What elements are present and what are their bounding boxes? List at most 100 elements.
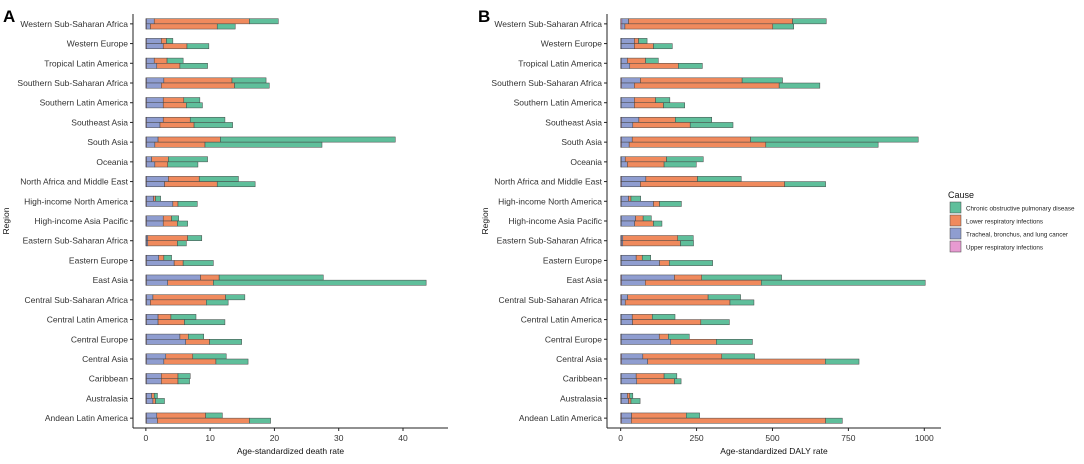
y-tick-label-australasia: Australasia <box>560 393 602 403</box>
bar-segment-lri-south-asia-2 <box>154 141 206 148</box>
y-tick-label-central-asia: Central Asia <box>556 354 602 364</box>
bar-segment-lung-caribbean-2 <box>621 378 638 385</box>
bar-segment-lri-eastern-sub-saharan-africa-2 <box>622 240 681 247</box>
bar-segment-lung-caribbean-1 <box>621 373 637 379</box>
bar-segment-lri-western-europe-2 <box>634 43 654 50</box>
bar-segment-lung-central-asia-1 <box>621 353 644 360</box>
bar-segment-lung-tropical-latin-america-1 <box>621 57 628 64</box>
bar-segment-lung-southern-sub-saharan-africa-1 <box>621 77 641 84</box>
bar-segment-lung-south-asia-1 <box>146 136 159 143</box>
bar-segment-copd-north-africa-and-middle-east-2 <box>216 181 256 188</box>
bar-segment-lri-southeast-asia-1 <box>638 116 676 123</box>
bar-segment-lung-western-europe-1 <box>621 38 635 44</box>
y-axis-title: Region <box>480 207 490 234</box>
bar-segment-lri-central-asia-2 <box>163 358 217 365</box>
x-tick-label: 500 <box>765 433 779 443</box>
x-tick-label: 0 <box>618 433 623 443</box>
bar-segment-copd-south-asia-2 <box>765 141 879 148</box>
bar-segment-copd-central-europe-1 <box>188 333 204 340</box>
legend-label-copd: Chronic obstructive pulmonary disease <box>966 206 1075 213</box>
bar-segment-lri-western-sub-saharan-africa-2 <box>624 23 774 30</box>
bar-segment-lung-east-asia-1 <box>146 274 201 281</box>
legend-swatch-lung <box>949 227 962 240</box>
bar-segment-lung-high-income-asia-pacific-2 <box>146 220 164 227</box>
bar-segment-copd-australasia-2 <box>630 398 641 404</box>
bar-segment-lri-high-income-north-america-1 <box>628 195 632 202</box>
bar-segment-lung-central-asia-2 <box>621 358 648 365</box>
bar-segment-lung-central-sub-saharan-africa-1 <box>146 294 154 301</box>
bar-segment-copd-southeast-asia-1 <box>189 116 226 123</box>
bar-segment-lri-western-europe-1 <box>634 38 639 44</box>
bar-segment-copd-oceania-2 <box>663 161 697 168</box>
bar-segment-copd-australasia-2 <box>155 398 165 404</box>
y-tick-label-oceania: Oceania <box>570 157 602 167</box>
bar-segment-copd-caribbean-1 <box>663 373 678 379</box>
bar-segment-lri-andean-latin-america-1 <box>156 412 206 419</box>
y-tick-label-eastern-europe: Eastern Europe <box>543 255 602 265</box>
y-tick-label-caribbean: Caribbean <box>89 374 128 384</box>
bar-segment-lri-central-latin-america-1 <box>157 314 172 320</box>
bar-segment-copd-southern-sub-saharan-africa-2 <box>778 82 821 89</box>
bar-segment-lung-andean-latin-america-1 <box>621 412 632 419</box>
bar-segment-lri-caribbean-1 <box>161 373 179 379</box>
bar-segment-lri-central-latin-america-1 <box>631 314 653 320</box>
bar-segment-lri-tropical-latin-america-2 <box>156 63 181 69</box>
bar-segment-copd-western-sub-saharan-africa-2 <box>216 23 236 30</box>
bar-segment-lung-southeast-asia-2 <box>621 122 634 128</box>
bar-segment-lri-central-europe-2 <box>670 339 717 345</box>
bar-segment-copd-east-asia-2 <box>213 279 427 286</box>
bar-segment-lri-caribbean-2 <box>161 378 179 385</box>
bar-segment-lung-central-europe-2 <box>621 339 672 345</box>
bar-segment-lung-east-asia-2 <box>146 279 168 286</box>
bar-segment-lri-australasia-1 <box>151 392 155 399</box>
bar-segment-lung-oceania-2 <box>621 161 628 168</box>
bar-segment-lung-tropical-latin-america-1 <box>146 57 155 64</box>
bar-segment-lung-australasia-1 <box>146 392 152 399</box>
bar-segment-lri-eastern-sub-saharan-africa-1 <box>147 235 188 241</box>
bar-segment-copd-high-income-north-america-2 <box>659 201 682 207</box>
bar-segment-copd-oceania-1 <box>168 156 208 163</box>
x-tick-label: 0 <box>143 433 148 443</box>
bar-segment-copd-central-latin-america-1 <box>651 314 676 320</box>
bar-segment-copd-central-asia-2 <box>825 358 860 365</box>
bar-segment-lri-eastern-europe-1 <box>158 254 165 261</box>
bar-segment-lung-central-europe-1 <box>621 333 660 340</box>
bar-segment-copd-central-europe-2 <box>209 339 242 345</box>
panel-letter-a: A <box>3 7 15 26</box>
bar-segment-copd-southern-latin-america-2 <box>186 102 203 109</box>
bar-segment-lri-australasia-1 <box>627 392 631 399</box>
bar-segment-lung-central-latin-america-1 <box>621 314 633 320</box>
bar-segment-lri-southern-latin-america-1 <box>634 97 656 103</box>
bar-segment-copd-central-sub-saharan-africa-1 <box>225 294 246 301</box>
legend-swatch-uri <box>949 240 962 253</box>
y-tick-label-south-asia: South Asia <box>87 137 128 147</box>
bar-segment-copd-eastern-sub-saharan-africa-1 <box>677 235 694 241</box>
bar-segment-lung-southern-sub-saharan-africa-2 <box>621 82 635 89</box>
bar-segment-copd-caribbean-2 <box>177 378 190 385</box>
bar-segment-lri-central-asia-1 <box>642 353 723 360</box>
bar-segment-lung-western-europe-2 <box>146 43 164 50</box>
bar-segment-lung-oceania-1 <box>621 156 626 163</box>
bar-segment-lung-central-europe-1 <box>146 333 181 340</box>
bar-segment-lri-central-sub-saharan-africa-2 <box>150 299 207 306</box>
y-tick-label-tropical-latin-america: Tropical Latin America <box>518 58 602 68</box>
bar-segment-lri-south-asia-1 <box>157 136 221 143</box>
bar-segment-lri-central-sub-saharan-africa-1 <box>627 294 709 301</box>
bar-segment-lri-andean-latin-america-2 <box>157 417 250 424</box>
y-tick-label-central-sub-saharan-africa: Central Sub-Saharan Africa <box>25 295 129 305</box>
bar-segment-copd-southern-sub-saharan-africa-1 <box>741 77 783 84</box>
bar-segment-copd-western-europe-1 <box>638 38 648 44</box>
y-tick-label-eastern-sub-saharan-africa: Eastern Sub-Saharan Africa <box>497 236 603 246</box>
bar-segment-copd-central-latin-america-2 <box>184 319 226 326</box>
bar-segment-lri-central-asia-1 <box>165 353 194 360</box>
y-tick-label-high-income-asia-pacific: High-income Asia Pacific <box>508 216 602 226</box>
bar-segment-lri-north-africa-and-middle-east-2 <box>164 181 218 188</box>
bar-segment-lri-western-europe-2 <box>162 43 188 50</box>
bar-segment-lri-east-asia-2 <box>167 279 214 286</box>
y-tick-label-oceania: Oceania <box>96 157 128 167</box>
y-tick-label-north-africa-and-middle-east: North Africa and Middle East <box>20 177 128 187</box>
y-tick-label-southern-latin-america: Southern Latin America <box>40 98 129 108</box>
bar-segment-copd-tropical-latin-america-2 <box>678 63 703 69</box>
bar-segment-lung-western-europe-1 <box>146 38 162 44</box>
bar-segment-lung-east-asia-2 <box>621 279 646 286</box>
